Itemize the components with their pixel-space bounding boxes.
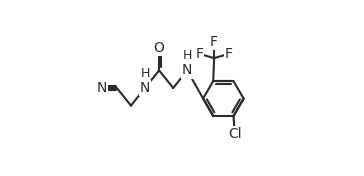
Text: N: N xyxy=(97,81,107,95)
Text: O: O xyxy=(154,40,165,55)
Text: F: F xyxy=(225,47,233,61)
Text: H: H xyxy=(141,67,150,80)
Text: Cl: Cl xyxy=(228,127,242,141)
Text: N: N xyxy=(140,81,150,95)
Text: H: H xyxy=(183,49,192,62)
Text: N: N xyxy=(182,63,193,77)
Text: F: F xyxy=(195,47,203,61)
Text: F: F xyxy=(210,35,218,49)
